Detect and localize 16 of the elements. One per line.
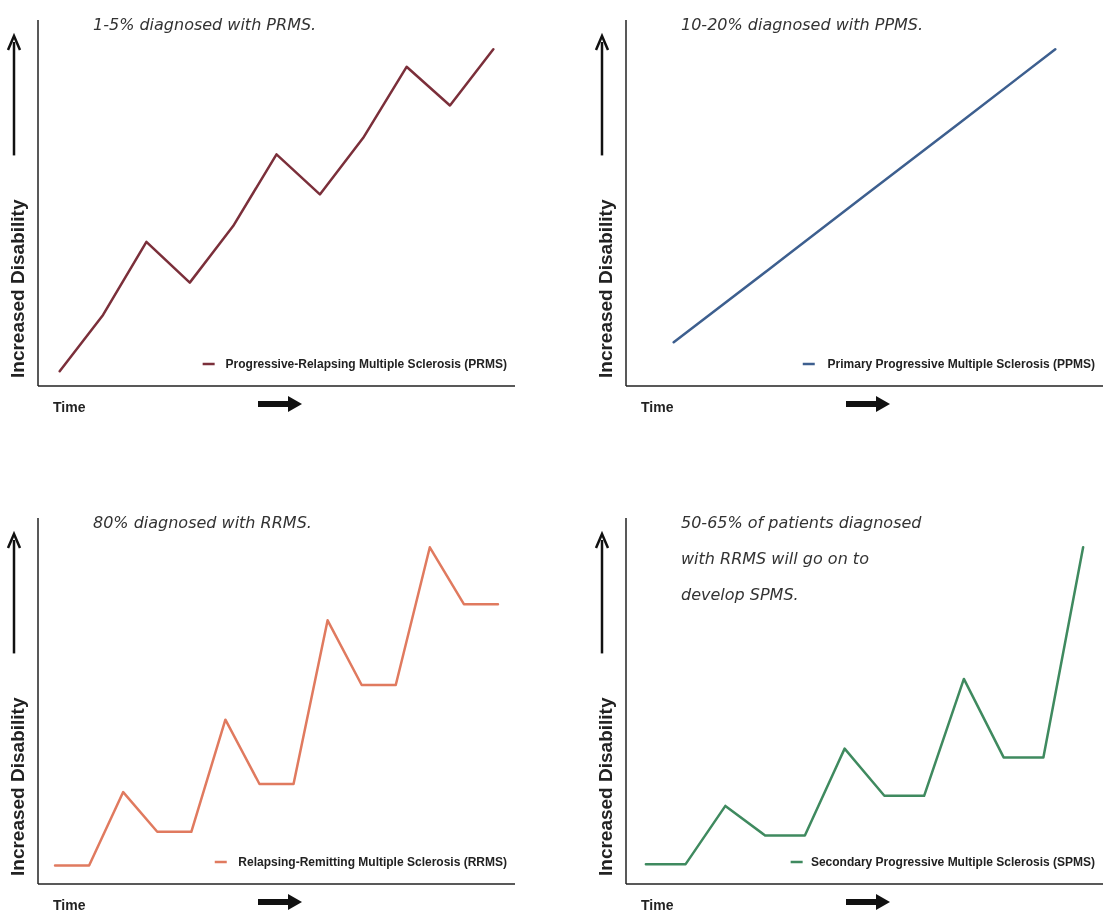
chart-title: 50-65% of patients diagnosed with RRMS will go on to develop SPMS.	[681, 513, 923, 604]
x-axis-title: Time	[641, 897, 674, 913]
y-axis-title: Increased Disability	[595, 697, 616, 876]
y-axis-title: Increased Disability	[595, 199, 616, 378]
legend-label: Secondary Progressive Multiple Sclerosis (SPMS)	[810, 855, 1095, 869]
legend-label: Relapsing-Remitting Multiple Sclerosis (RRMS)	[238, 855, 507, 869]
chart-title: 80% diagnosed with RRMS.	[93, 513, 312, 532]
legend-label: Primary Progressive Multiple Sclerosis (PPMS)	[827, 357, 1095, 371]
x-axis-title: Time	[53, 399, 86, 415]
chart-title: 1-5% diagnosed with PRMS.	[93, 15, 317, 34]
x-axis-title: Time	[641, 399, 674, 415]
y-axis-title: Increased Disability	[7, 697, 28, 876]
x-axis-title: Time	[53, 897, 86, 913]
chart-title: 10-20% diagnosed with PPMS.	[681, 15, 924, 34]
legend-label: Progressive-Relapsing Multiple Sclerosis (PRMS)	[225, 357, 507, 371]
y-axis-title: Increased Disability	[7, 199, 28, 378]
